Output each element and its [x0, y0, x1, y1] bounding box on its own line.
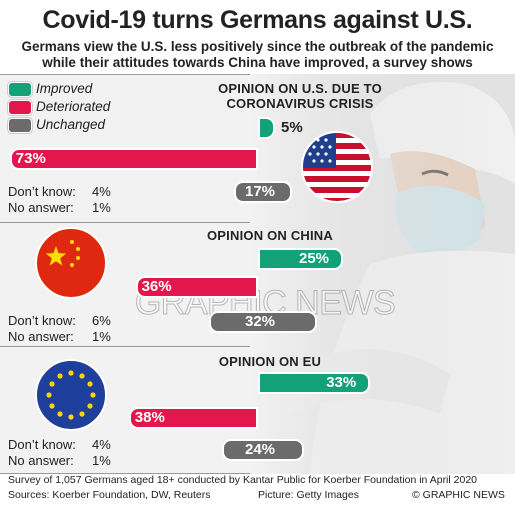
legend-label-improved: Improved: [36, 81, 93, 96]
eu-flag-icon: [35, 359, 107, 431]
bar-eu-improved: [258, 372, 371, 394]
china-no-answer-label: No answer:: [8, 329, 74, 344]
us-dont-know-label: Don’t know:: [8, 184, 76, 199]
bar-label-eu-unchanged: 24%: [245, 441, 276, 458]
panel-title-us-line-1: OPINION ON U.S. DUE TO: [218, 81, 382, 96]
bar-label-eu-improved: 33%: [326, 374, 357, 391]
china-flag-icon: [35, 227, 107, 299]
us-no-answer-value: 1%: [92, 200, 111, 215]
bar-eu-unchanged: [222, 439, 304, 461]
us-flag-icon: [301, 131, 373, 203]
bar-china-unchanged: [208, 311, 318, 333]
eu-no-answer-label: No answer:: [8, 453, 74, 468]
bar-label-us-improved: 5%: [281, 119, 303, 136]
bar-label-us-deteriorated: 73%: [15, 150, 46, 167]
panel-title-china: OPINION ON CHINA: [207, 228, 333, 243]
bar-china-deteriorated: [135, 276, 258, 298]
legend-label-deteriorated: Deteriorated: [36, 99, 111, 114]
eu-dont-know-value: 4%: [92, 437, 111, 452]
us-no-answer-label: No answer:: [8, 200, 74, 215]
panel-title-us-line-2: CORONAVIRUS CRISIS: [226, 96, 374, 111]
china-no-answer: No answer: 1%: [8, 329, 111, 344]
panel-title-us: OPINION ON U.S. DUE TO CORONAVIRUS CRISI…: [190, 81, 410, 111]
footer-survey-note: Survey of 1,057 Germans aged 18+ conduct…: [8, 474, 478, 486]
china-dont-know-label: Don’t know:: [8, 313, 76, 328]
lab-worker-photo: [250, 74, 515, 474]
bar-eu-deteriorated: [128, 407, 258, 429]
bar-label-china-deteriorated: 36%: [141, 278, 172, 295]
footer-picture-credit: Picture: Getty Images: [258, 489, 359, 501]
legend-swatch-unchanged: [8, 118, 32, 133]
eu-dont-know: Don’t know: 4%: [8, 437, 111, 452]
china-no-answer-value: 1%: [92, 329, 111, 344]
bar-label-china-unchanged: 32%: [245, 313, 276, 330]
footer-copyright: © GRAPHIC NEWS: [412, 489, 505, 501]
panel-title-eu: OPINION ON EU: [218, 354, 322, 369]
legend-swatch-deteriorated: [8, 100, 32, 115]
chart-title: Covid-19 turns Germans against U.S.: [42, 6, 473, 34]
bar-us-unchanged: [234, 181, 292, 203]
china-dont-know: Don’t know: 6%: [8, 313, 111, 328]
bar-label-eu-deteriorated: 38%: [134, 409, 165, 426]
footer-credits: Sources: Koerber Foundation, DW, Reuters…: [8, 489, 508, 501]
bar-china-improved: [258, 248, 343, 270]
bar-label-china-improved: 25%: [299, 250, 330, 267]
china-dont-know-value: 6%: [92, 313, 111, 328]
subtitle-line-2: while their attitudes towards China have…: [42, 55, 473, 70]
legend-swatch-improved: [8, 82, 32, 97]
eu-no-answer-value: 1%: [92, 453, 111, 468]
bar-us-improved: [258, 117, 275, 139]
us-no-answer: No answer: 1%: [8, 200, 111, 215]
bar-label-us-unchanged: 17%: [245, 183, 276, 200]
us-dont-know-value: 4%: [92, 184, 111, 199]
subtitle-line-1: Germans view the U.S. less positively si…: [21, 39, 494, 54]
legend-label-unchanged: Unchanged: [36, 117, 106, 132]
us-dont-know: Don’t know: 4%: [8, 184, 111, 199]
eu-dont-know-label: Don’t know:: [8, 437, 76, 452]
eu-no-answer: No answer: 1%: [8, 453, 111, 468]
bar-us-deteriorated: [9, 148, 258, 170]
footer-sources: Sources: Koerber Foundation, DW, Reuters: [8, 489, 211, 501]
chart-subtitle: Germans view the U.S. less positively si…: [0, 39, 515, 71]
